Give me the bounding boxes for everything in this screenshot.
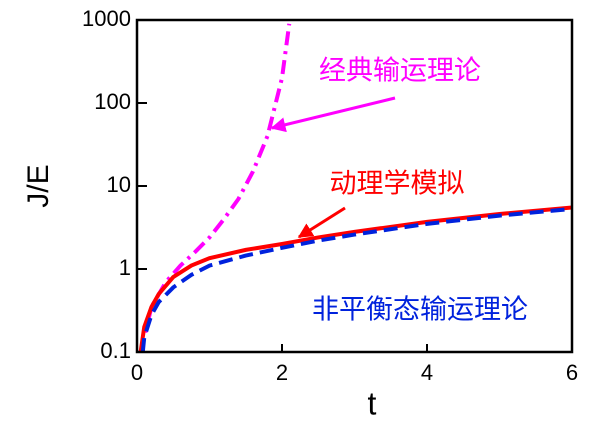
x-tick-label: 6 [566,360,578,385]
y-tick-label: 10 [107,172,131,197]
series-label: 经典输运理论 [319,56,481,87]
y-axis-label: J/E [22,164,55,207]
y-tick-label: 0.1 [100,338,131,363]
plot-frame [135,18,574,354]
annotation-arrow [270,96,396,133]
y-tick-label: 100 [94,89,131,114]
x-tick-label: 4 [421,360,433,385]
x-tick-label: 2 [276,360,288,385]
series-label: 动理学模拟 [330,169,465,200]
y-tick-label: 1 [119,255,131,280]
annotation-arrow [297,206,346,239]
x-tick-label: 0 [131,360,143,385]
series-line [140,206,572,352]
x-axis-label: t [368,385,377,421]
series-line [138,23,292,352]
series-line [138,205,572,352]
series-label: 非平衡态输运理论 [312,295,528,326]
y-tick-label: 1000 [82,6,131,31]
